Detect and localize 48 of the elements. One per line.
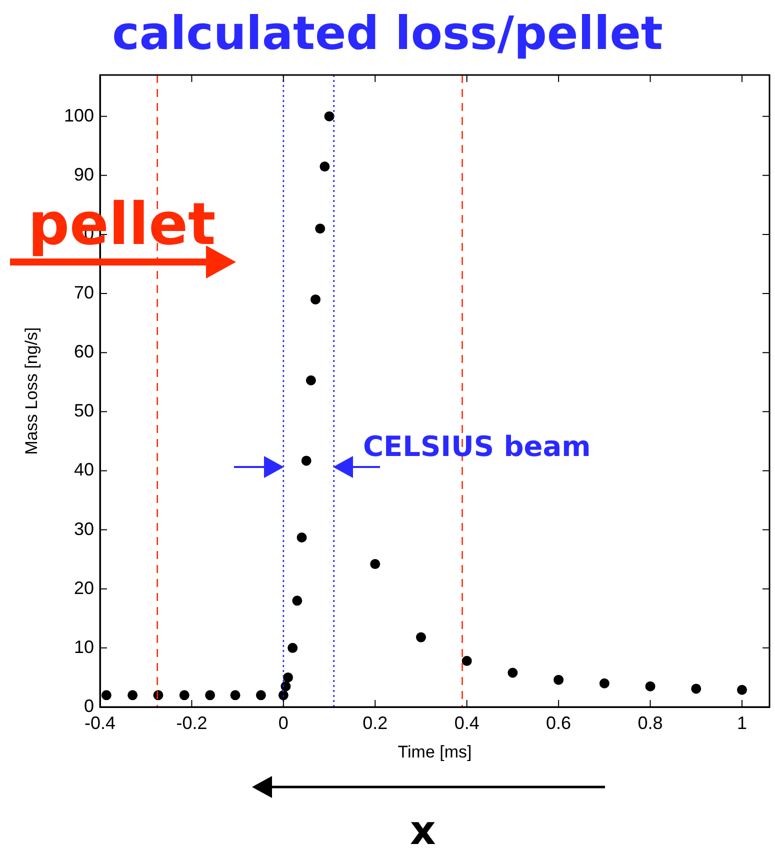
point [324, 111, 334, 122]
point [280, 681, 291, 692]
point [736, 684, 747, 695]
point [554, 674, 564, 685]
annotation: CELSIUS beam [363, 430, 591, 463]
y-tick-label: 50 [74, 400, 94, 421]
y-tick-label: 10 [74, 636, 94, 657]
x-axis-title: Time [ms] [398, 742, 472, 762]
y-tick-label: 20 [74, 578, 94, 598]
point [462, 656, 472, 666]
y-tick-label: 30 [74, 518, 94, 539]
x-tick-label: 0.6 [546, 712, 572, 733]
y-axis-title: Mass Loss [ng/s] [22, 327, 41, 455]
point [416, 632, 426, 642]
point [691, 684, 702, 694]
point [283, 672, 294, 682]
point [296, 532, 307, 542]
x-tick-label: 1 [736, 712, 747, 733]
point [278, 690, 288, 700]
point [288, 642, 298, 653]
x-tick-label: -0.2 [176, 712, 208, 733]
text: x [410, 808, 436, 853]
point [315, 224, 326, 234]
y-tick-label: 90 [74, 164, 94, 184]
point [292, 596, 302, 606]
point [306, 375, 316, 386]
point [179, 690, 190, 700]
point [205, 690, 216, 700]
point [508, 668, 518, 678]
point [101, 690, 112, 700]
point [370, 559, 380, 570]
x-tick-label: 0.8 [638, 712, 663, 733]
chart-title: calculated loss/pellet [111, 6, 664, 60]
point [599, 678, 610, 688]
point [230, 690, 240, 700]
y-tick-label: 70 [74, 282, 94, 303]
y-tick-label: 100 [64, 105, 94, 126]
x-tick-label: 0.2 [362, 712, 388, 733]
point [128, 690, 138, 700]
x-tick-label: 0.4 [454, 712, 480, 733]
point [310, 294, 321, 304]
point [645, 681, 656, 692]
y-tick-label: 60 [74, 342, 94, 362]
point [301, 456, 312, 466]
point [256, 690, 266, 700]
y-tick-label: 40 [74, 460, 94, 480]
point [320, 162, 330, 172]
x-tick-label: 0 [278, 712, 288, 733]
